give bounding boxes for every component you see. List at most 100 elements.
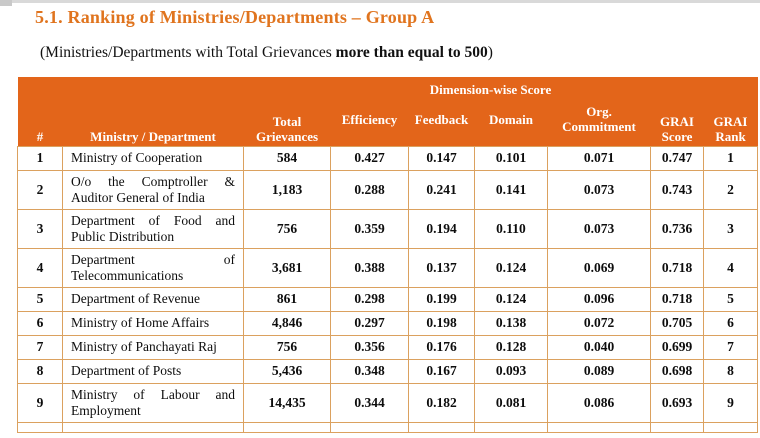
cell-domain: 0.141 xyxy=(474,169,548,210)
cell-index: 4 xyxy=(17,247,63,288)
cell-feedback: 0.199 xyxy=(408,286,475,312)
cell-domain: 0.110 xyxy=(474,208,548,249)
cell-domain: 0.101 xyxy=(474,145,548,171)
cell-ministry: O/o the Comptroller & Auditor General of… xyxy=(62,169,244,210)
cell-grai-rank: 7 xyxy=(703,334,759,360)
cell-efficiency: 0.388 xyxy=(330,247,409,288)
col-header-org-commitment: Org. Commitment xyxy=(547,99,651,146)
cell-total: 756 xyxy=(243,208,331,249)
col-header-grai-score: GRAI Score xyxy=(650,77,704,146)
cell-feedback: 0.198 xyxy=(408,310,475,336)
cell-org-commitment: 0.040 xyxy=(546,334,652,360)
cell-org-commitment: 0.089 xyxy=(546,358,652,384)
cell-ministry: Ministry of Panchayati Raj xyxy=(62,334,244,360)
subtitle-lead: (Ministries/Departments with Total Griev… xyxy=(40,44,336,61)
table-row: 5 Department of Revenue 861 0.298 0.199 0.124… xyxy=(17,286,759,312)
cell-total: 14,435 xyxy=(243,382,331,423)
table-row: 9 Ministry of Labour and Employment 14,435… xyxy=(17,382,759,423)
cell-empty xyxy=(62,421,244,433)
table-body: 1 Ministry of Cooperation 584 0.427 0.147 0.1… xyxy=(17,145,759,433)
cell-total: 5,436 xyxy=(243,358,331,384)
cell-efficiency: 0.427 xyxy=(330,145,409,171)
cell-domain: 0.128 xyxy=(474,334,548,360)
col-header-grai-rank: GRAI Rank xyxy=(703,77,758,146)
cell-efficiency: 0.359 xyxy=(330,208,409,249)
col-header-ministry: Ministry / Department xyxy=(62,77,244,146)
cell-grai-score: 0.693 xyxy=(650,382,705,423)
header-group-row: # Ministry / Department Total Grievances… xyxy=(17,77,758,146)
table-row: 8 Department of Posts 5,436 0.348 0.167 0.093… xyxy=(17,358,759,384)
cell-feedback: 0.176 xyxy=(408,334,475,360)
cell-efficiency: 0.356 xyxy=(330,334,409,360)
col-header-feedback: Feedback xyxy=(408,99,475,146)
table-row: 7 Ministry of Panchayati Raj 756 0.356 0.176… xyxy=(17,334,759,360)
cell-feedback: 0.137 xyxy=(408,247,475,288)
cell-empty xyxy=(408,421,475,433)
cell-ministry: Ministry of Cooperation xyxy=(62,145,244,171)
cell-feedback: 0.241 xyxy=(408,169,475,210)
cell-ministry: Ministry of Home Affairs xyxy=(62,310,244,336)
cell-domain: 0.081 xyxy=(474,382,548,423)
cell-org-commitment: 0.072 xyxy=(546,310,652,336)
subtitle-close: ) xyxy=(487,44,493,61)
cell-efficiency: 0.298 xyxy=(330,286,409,312)
cell-grai-score: 0.743 xyxy=(650,169,705,210)
header-sub-row: Efficiency Feedback Domain Org. Commitme… xyxy=(18,99,758,146)
table-row: 4 Department of Telecommunications 3,681 0.… xyxy=(17,247,759,288)
cell-grai-rank: 9 xyxy=(703,382,759,423)
cell-index: 8 xyxy=(17,358,63,384)
cell-total: 756 xyxy=(243,334,331,360)
cell-org-commitment: 0.073 xyxy=(546,169,652,210)
cell-index: 2 xyxy=(17,169,63,210)
cell-efficiency: 0.297 xyxy=(330,310,409,336)
cell-feedback: 0.194 xyxy=(408,208,475,249)
col-header-total-grievances: Total Grievances xyxy=(243,77,331,146)
cell-index: 6 xyxy=(17,310,63,336)
cell-domain: 0.124 xyxy=(474,247,548,288)
table-row: 6 Ministry of Home Affairs 4,846 0.297 0.198… xyxy=(17,310,759,336)
cell-ministry: Department of Telecommunications xyxy=(62,247,244,288)
cell-grai-rank: 4 xyxy=(703,247,759,288)
cell-grai-score: 0.698 xyxy=(650,358,705,384)
cell-grai-score: 0.699 xyxy=(650,334,705,360)
grai-ranking-table: # Ministry / Department Total Grievances… xyxy=(17,77,759,433)
cell-empty xyxy=(703,421,759,433)
cell-empty xyxy=(546,421,652,433)
cell-grai-score: 0.747 xyxy=(650,145,705,171)
cell-total: 584 xyxy=(243,145,331,171)
cell-grai-rank: 2 xyxy=(703,169,759,210)
cell-index: 5 xyxy=(17,286,63,312)
cell-domain: 0.138 xyxy=(474,310,548,336)
cell-grai-score: 0.718 xyxy=(650,286,705,312)
cell-grai-rank: 1 xyxy=(703,145,759,171)
cell-grai-rank: 6 xyxy=(703,310,759,336)
cell-empty xyxy=(474,421,548,433)
col-header-domain: Domain xyxy=(474,99,548,146)
table-row-partial xyxy=(17,421,759,433)
cell-domain: 0.124 xyxy=(474,286,548,312)
cell-total: 861 xyxy=(243,286,331,312)
subtitle: (Ministries/Departments with Total Griev… xyxy=(40,44,493,62)
col-header-index: # xyxy=(17,77,63,146)
cell-ministry: Department of Food and Public Distributi… xyxy=(62,208,244,249)
cell-index: 1 xyxy=(17,145,63,171)
cell-total: 1,183 xyxy=(243,169,331,210)
cell-index: 9 xyxy=(17,382,63,423)
cell-efficiency: 0.344 xyxy=(330,382,409,423)
cell-grai-score: 0.718 xyxy=(650,247,705,288)
cell-org-commitment: 0.071 xyxy=(546,145,652,171)
cell-org-commitment: 0.086 xyxy=(546,382,652,423)
cell-index: 3 xyxy=(17,208,63,249)
col-header-dimension-group: Dimension-wise Score xyxy=(330,77,651,99)
cell-grai-rank: 8 xyxy=(703,358,759,384)
table-row: 2 O/o the Comptroller & Auditor General o… xyxy=(17,169,759,210)
scan-corner-artifact xyxy=(0,0,12,6)
cell-feedback: 0.147 xyxy=(408,145,475,171)
cell-grai-score: 0.736 xyxy=(650,208,705,249)
cell-efficiency: 0.348 xyxy=(330,358,409,384)
cell-org-commitment: 0.069 xyxy=(546,247,652,288)
col-header-efficiency: Efficiency xyxy=(330,99,409,146)
cell-empty xyxy=(17,421,63,433)
subtitle-bold-criteria: more than equal to 500 xyxy=(335,44,488,61)
cell-ministry: Department of Posts xyxy=(62,358,244,384)
